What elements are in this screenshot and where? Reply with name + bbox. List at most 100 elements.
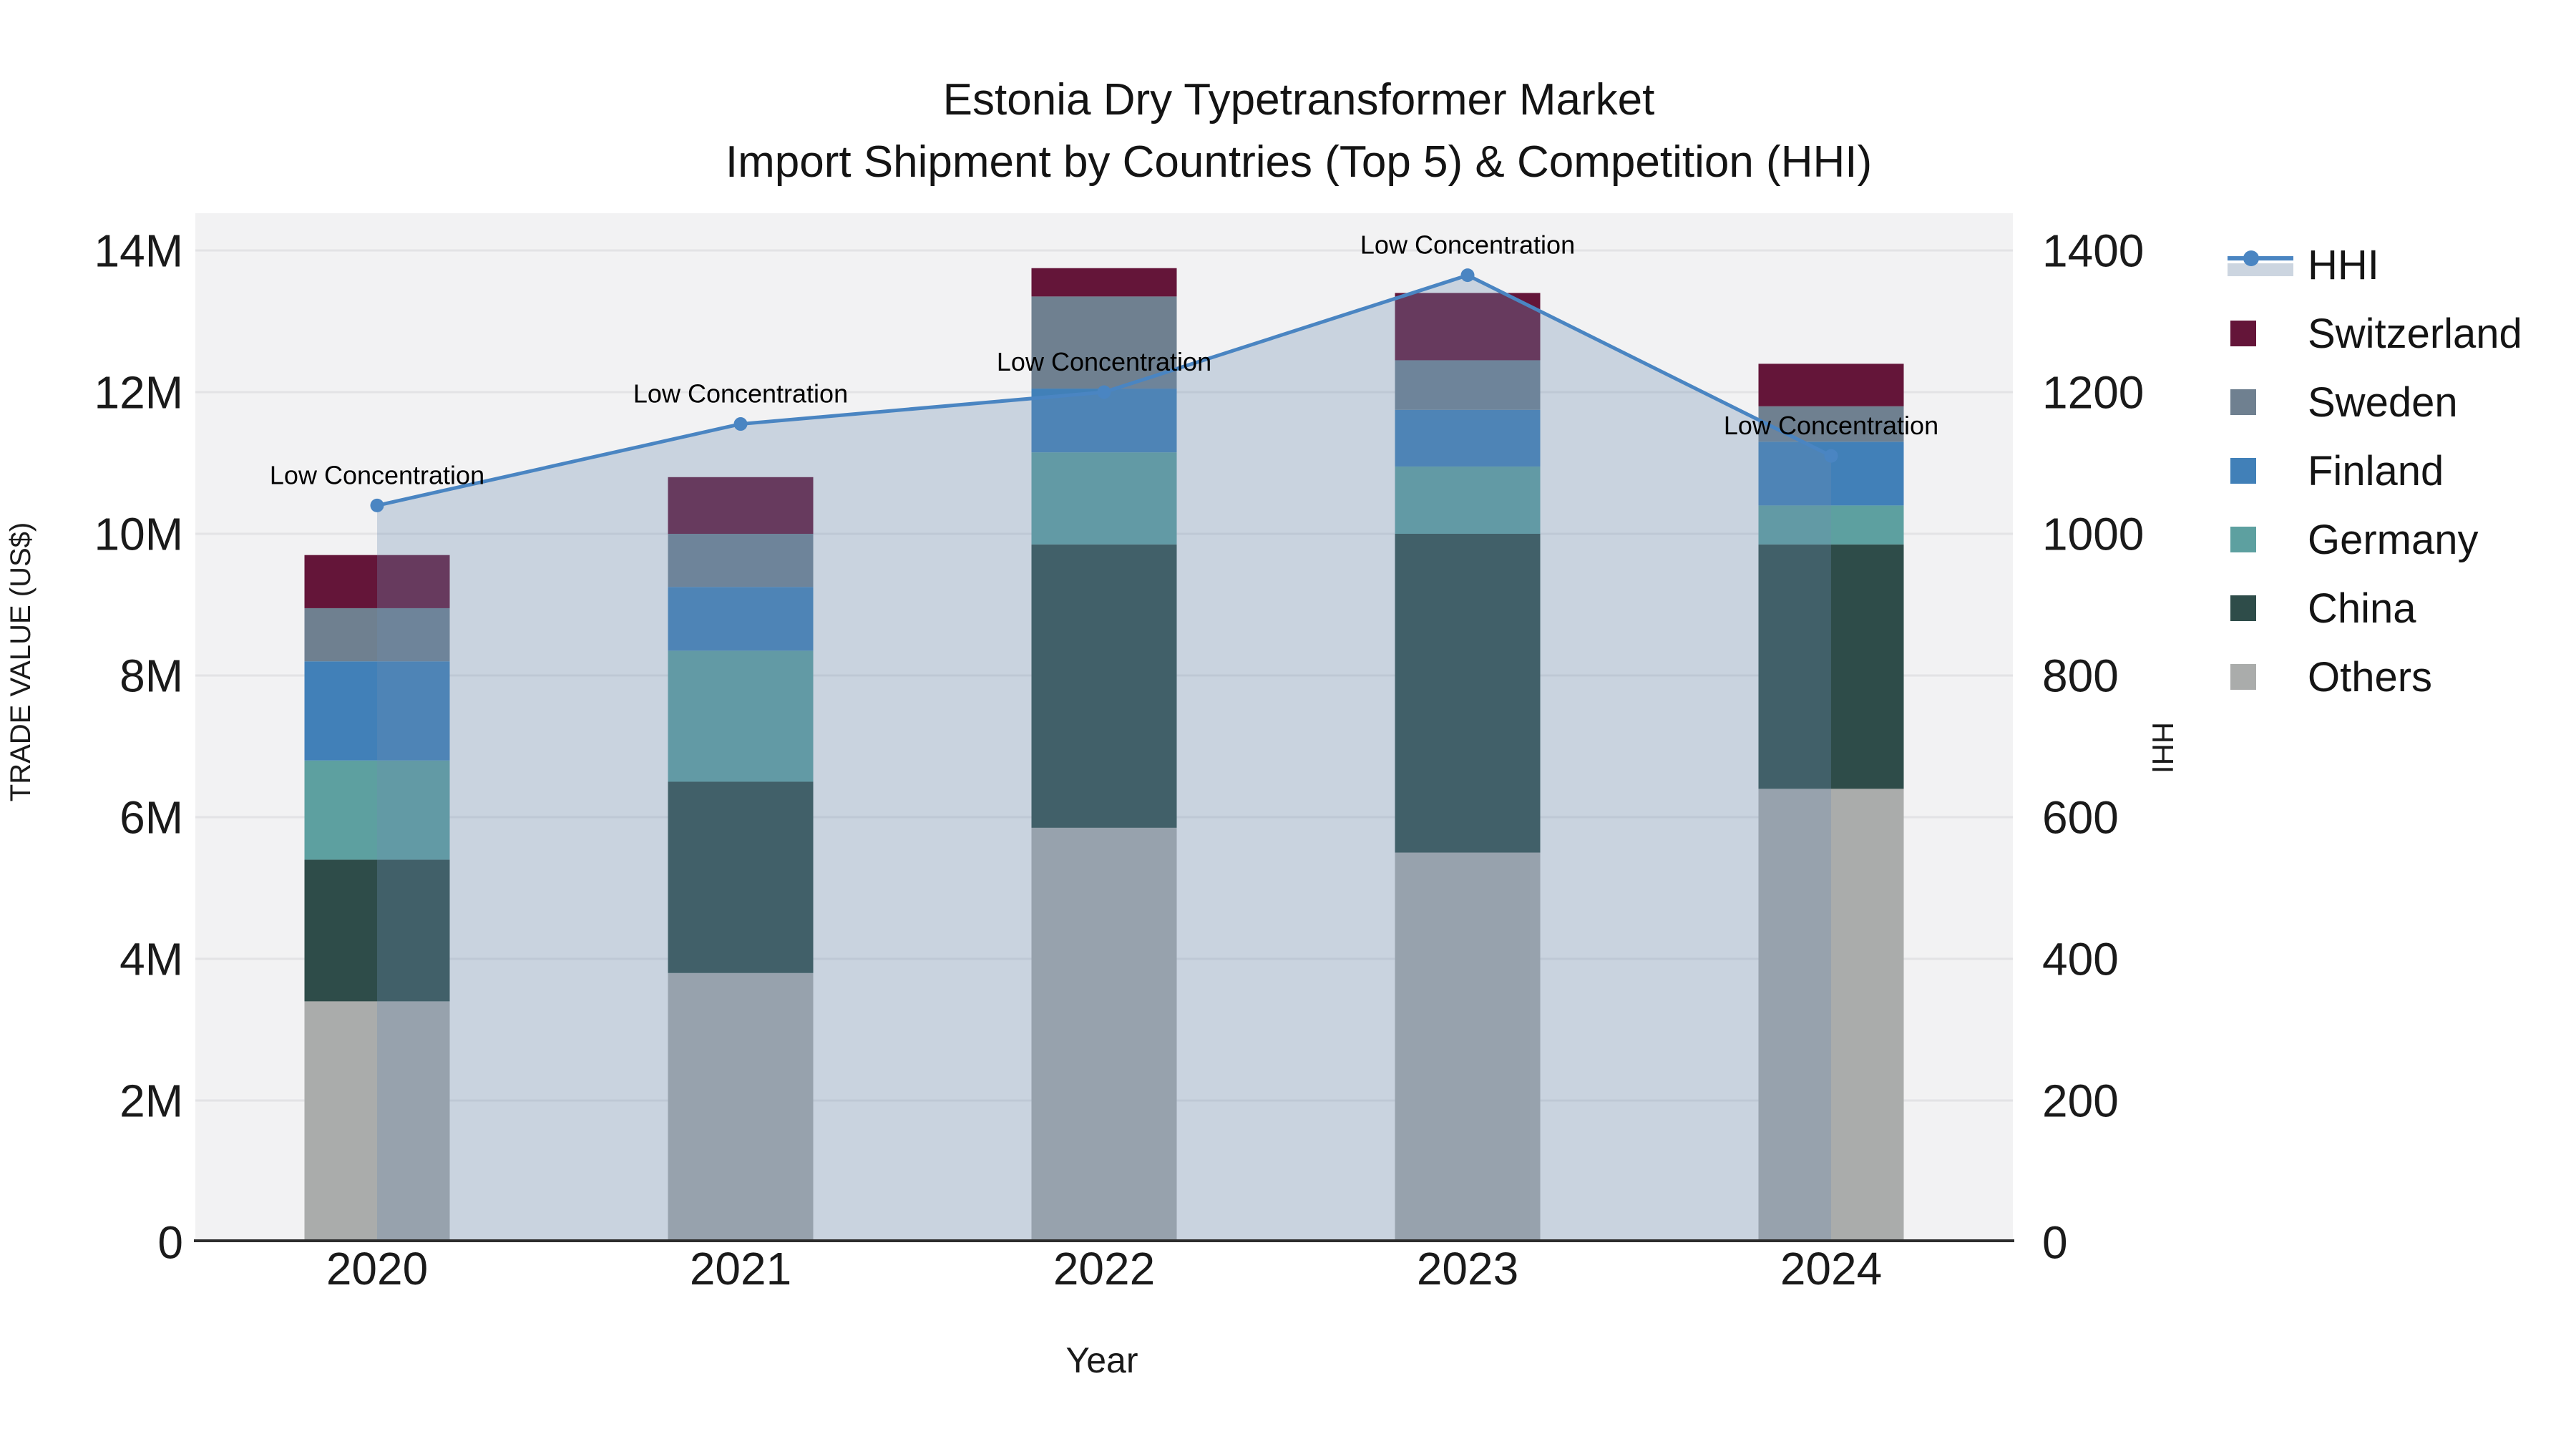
annotation-low-concentration: Low Concentration [633,379,848,409]
left-tick-label: 8M [119,650,183,701]
bar-segment-2022-finland[interactable] [1031,389,1177,453]
legend-item-hhi[interactable]: HHI [2228,230,2522,299]
legend-item-china[interactable]: China [2228,574,2522,643]
hhi-marker-2023[interactable] [1460,268,1475,283]
bar-segment-2024-china[interactable] [1758,544,1904,789]
right-tick-label: 400 [2042,933,2119,985]
hhi-line-sample [2228,256,2293,260]
legend-item-germany[interactable]: Germany [2228,505,2522,574]
others-swatch-icon [2228,655,2293,698]
hhi-marker-2022[interactable] [1097,385,1111,399]
right-tick-label: 1200 [2042,366,2144,418]
color-swatch [2230,321,2256,346]
hhi-marker-2020[interactable] [370,498,384,512]
hhi-line-swatch-icon [2228,243,2293,286]
germany-swatch-icon [2228,518,2293,561]
legend-label: Finland [2308,447,2444,494]
bar-segment-2022-china[interactable] [1031,544,1177,828]
legend-item-sweden[interactable]: Sweden [2228,368,2522,436]
color-swatch [2230,664,2256,690]
right-tick-label: 600 [2042,791,2119,843]
x-tick-label: 2021 [690,1243,791,1294]
bar-segment-2020-sweden[interactable] [304,608,450,662]
x-tick-label: 2020 [326,1243,428,1294]
hhi-area[interactable] [377,275,1831,1242]
bar-segment-2020-germany[interactable] [304,760,450,860]
bar-segment-2022-sweden[interactable] [1031,296,1177,389]
y-axis-left-title: TRADE VALUE (US$) [5,522,36,801]
y-axis-right-title: HHI [2146,722,2180,774]
left-tick-label: 12M [94,366,184,418]
bar-segment-2021-germany[interactable] [668,650,814,782]
right-tick-label: 1400 [2042,225,2144,276]
x-axis-title: Year [1065,1340,1138,1380]
bar-segment-2024-switzerland[interactable] [1758,364,1904,406]
right-tick-label: 200 [2042,1075,2119,1126]
hhi-marker-sample [2243,250,2259,266]
x-tick-label: 2022 [1053,1243,1155,1294]
bar-segment-2023-china[interactable] [1395,534,1541,853]
bar-segment-2021-finland[interactable] [668,587,814,651]
legend-label: China [2308,585,2416,632]
chart-title: Estonia Dry Typetransformer Market Impor… [583,69,2014,193]
color-swatch [2230,389,2256,415]
left-tick-label: 4M [119,933,183,985]
bar-segment-2023-switzerland[interactable] [1395,293,1541,361]
hhi-marker-2021[interactable] [733,417,748,431]
bar-segment-2021-sweden[interactable] [668,534,814,587]
left-tick-label: 10M [94,508,184,560]
bar-segment-2021-others[interactable] [668,972,814,1242]
bar-segment-2022-others[interactable] [1031,827,1177,1242]
switzerland-swatch-icon [2228,312,2293,355]
sweden-swatch-icon [2228,381,2293,424]
bar-segment-2020-finland[interactable] [304,661,450,761]
legend-label: Sweden [2308,379,2458,426]
chart-title-line1: Estonia Dry Typetransformer Market [942,75,1655,125]
legend-label: Germany [2308,516,2479,563]
right-tick-label: 0 [2042,1216,2068,1268]
right-tick-label: 800 [2042,650,2119,701]
hhi-marker-2024[interactable] [1824,449,1838,463]
bar-segment-2024-sweden[interactable] [1758,406,1904,442]
legend-label: HHI [2308,241,2379,288]
finland-swatch-icon [2228,449,2293,492]
bar-segment-2022-switzerland[interactable] [1031,268,1177,297]
legend-label: Switzerland [2308,310,2522,357]
bar-segment-2021-china[interactable] [668,781,814,973]
bar-segment-2023-finland[interactable] [1395,409,1541,467]
bar-segment-2020-others[interactable] [304,1001,450,1242]
left-tick-label: 2M [119,1075,183,1126]
color-swatch [2230,458,2256,484]
china-swatch-icon [2228,587,2293,630]
left-tick-label: 14M [94,225,184,276]
annotation-low-concentration: Low Concentration [1724,411,1938,440]
legend: HHI Switzerland Sweden Finland Germany China O… [2228,230,2522,711]
bar-segment-2023-germany[interactable] [1395,466,1541,534]
annotation-low-concentration: Low Concentration [997,347,1211,376]
bar-segment-2024-germany[interactable] [1758,505,1904,545]
left-tick-label: 0 [157,1216,183,1268]
legend-item-finland[interactable]: Finland [2228,436,2522,505]
hhi-area-swatch [2228,263,2293,276]
x-tick-label: 2023 [1417,1243,1518,1294]
legend-item-switzerland[interactable]: Switzerland [2228,299,2522,368]
bar-segment-2022-germany[interactable] [1031,452,1177,545]
legend-label: Others [2308,653,2433,701]
legend-item-others[interactable]: Others [2228,643,2522,711]
chart-title-line2: Import Shipment by Countries (Top 5) & C… [725,137,1873,187]
color-swatch [2230,527,2256,552]
right-tick-label: 1000 [2042,508,2144,560]
annotation-low-concentration: Low Concentration [1360,230,1575,260]
left-tick-label: 6M [119,791,183,843]
x-tick-label: 2024 [1780,1243,1882,1294]
bar-segment-2024-others[interactable] [1758,789,1904,1242]
bar-segment-2023-others[interactable] [1395,852,1541,1243]
annotation-low-concentration: Low Concentration [270,460,484,489]
bar-segment-2020-switzerland[interactable] [304,555,450,608]
bar-segment-2023-sweden[interactable] [1395,360,1541,410]
bar-segment-2020-china[interactable] [304,859,450,1002]
color-swatch [2230,595,2256,621]
bar-segment-2021-switzerland[interactable] [668,477,814,534]
